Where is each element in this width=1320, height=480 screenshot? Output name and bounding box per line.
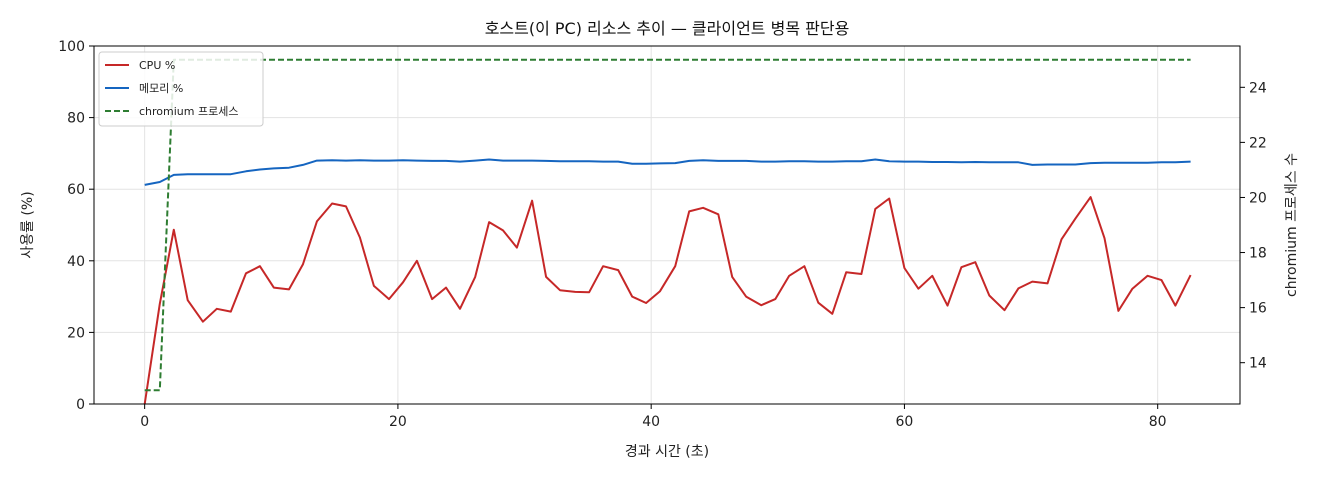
x-tick-label: 20 <box>389 414 407 430</box>
x-tick-label: 0 <box>140 414 149 430</box>
y2-tick-label: 14 <box>1249 356 1267 372</box>
y-tick-label: 20 <box>67 325 85 341</box>
legend-label-2: chromium 프로세스 <box>139 105 238 118</box>
y-tick-label: 40 <box>67 254 85 270</box>
series-lines <box>143 58 1192 405</box>
series-line-1 <box>144 158 1191 186</box>
y2-tick-label: 20 <box>1249 190 1267 206</box>
legend-label-1: 메모리 % <box>139 82 183 95</box>
x-tick-label: 60 <box>896 414 914 430</box>
x-axis-label: 경과 시간 (초) <box>625 444 709 460</box>
x-tick-label: 80 <box>1149 414 1167 430</box>
series-line-2 <box>144 58 1191 392</box>
y2-axis-label: chromium 프로세스 수 <box>1284 153 1300 297</box>
legend: CPU % 메모리 % chromium 프로세스 <box>98 51 264 127</box>
x-tick-label: 40 <box>642 414 660 430</box>
y-tick-label: 80 <box>67 111 85 127</box>
plot-frame <box>93 45 1241 405</box>
y-tick-label: 100 <box>58 39 85 55</box>
y-tick-label: 60 <box>67 182 85 198</box>
series-line-0 <box>143 196 1192 405</box>
y2-tick-label: 24 <box>1249 80 1267 96</box>
y-tick-label: 0 <box>76 397 85 413</box>
grid <box>94 45 1240 405</box>
y2-tick-label: 16 <box>1249 301 1267 317</box>
axis-ticks: 0 20 40 60 80 0 20 40 60 80 100 14 16 18 20 22 24 <box>58 39 1267 430</box>
y2-tick-label: 18 <box>1249 246 1267 262</box>
chart-title: 호스트(이 PC) 리소스 추이 — 클라이언트 병목 판단용 <box>485 19 850 38</box>
y-axis-label: 사용률 (%) <box>20 191 36 258</box>
legend-label-0: CPU % <box>139 59 175 72</box>
y2-tick-label: 22 <box>1249 135 1267 151</box>
legend-box <box>98 51 264 127</box>
